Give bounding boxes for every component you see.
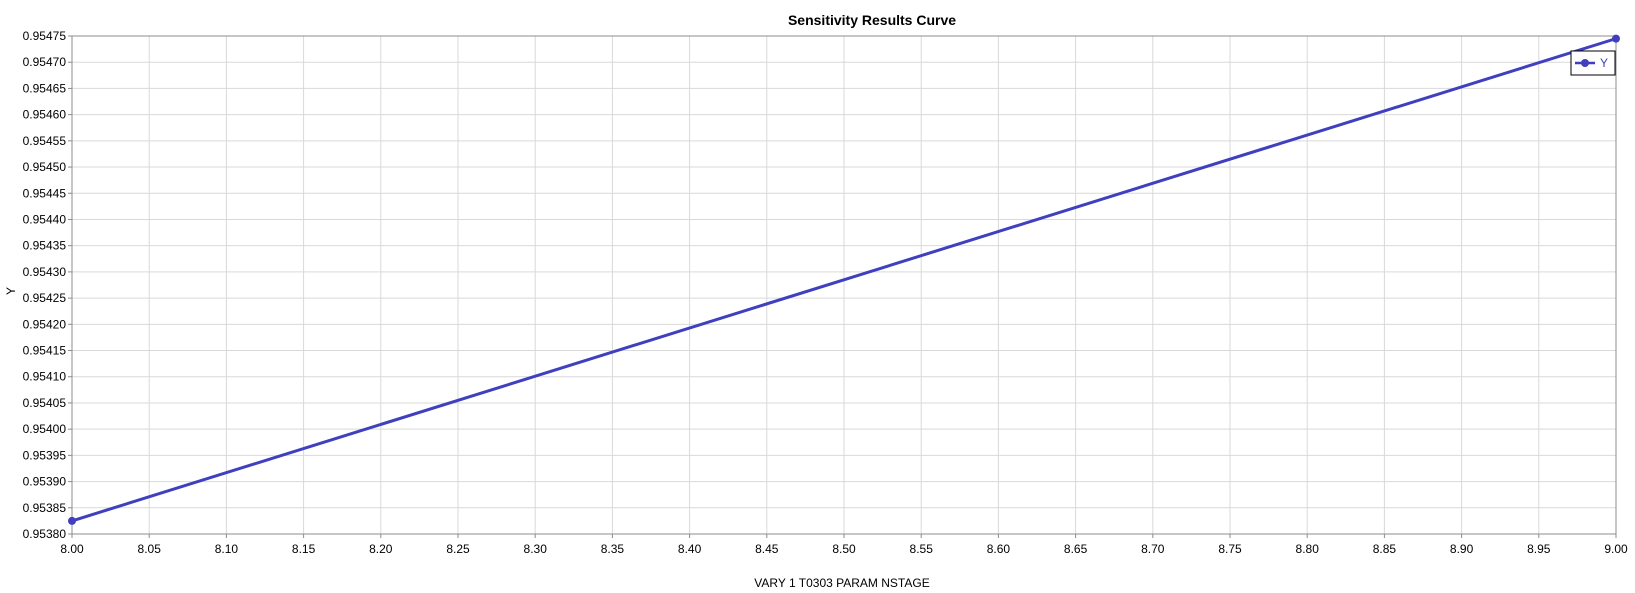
x-tick-label: 8.85 — [1373, 542, 1397, 556]
y-tick-label: 0.95405 — [23, 396, 67, 410]
y-tick-label: 0.95395 — [23, 448, 67, 462]
x-tick-label: 8.15 — [292, 542, 316, 556]
y-tick-label: 0.95470 — [23, 55, 67, 69]
y-tick-label: 0.95415 — [23, 344, 67, 358]
x-tick-label: 8.40 — [678, 542, 702, 556]
x-tick-label: 8.65 — [1064, 542, 1088, 556]
x-tick-label: 8.00 — [60, 542, 84, 556]
x-axis-title: VARY 1 T0303 PARAM NSTAGE — [754, 576, 929, 590]
y-tick-label: 0.95455 — [23, 134, 67, 148]
series-layer — [68, 34, 1620, 525]
grid — [71, 35, 1617, 535]
y-tick-label: 0.95420 — [23, 317, 67, 331]
x-tick-label: 8.35 — [601, 542, 625, 556]
x-tick-label: 8.70 — [1141, 542, 1165, 556]
y-tick-label: 0.95440 — [23, 212, 67, 226]
x-tick-label: 8.55 — [910, 542, 934, 556]
x-tick-label: 8.60 — [987, 542, 1011, 556]
x-tick-label: 8.05 — [138, 542, 162, 556]
legend-series-marker — [1581, 59, 1589, 67]
x-tick-label: 8.25 — [446, 542, 470, 556]
x-tick-label: 9.00 — [1604, 542, 1628, 556]
y-tick-label: 0.95435 — [23, 239, 67, 253]
y-tick-label: 0.95465 — [23, 81, 67, 95]
y-tick-label: 0.95445 — [23, 186, 67, 200]
y-axis-ticks: 0.95380 0.95385 0.95390 0.95395 0.95400 0.954… — [23, 29, 72, 541]
x-tick-label: 8.80 — [1296, 542, 1320, 556]
y-axis-title: Y — [4, 287, 18, 295]
data-point[interactable] — [68, 516, 76, 525]
chart-title: Sensitivity Results Curve — [788, 12, 956, 28]
x-tick-label: 8.75 — [1218, 542, 1242, 556]
y-tick-label: 0.95400 — [23, 422, 67, 436]
x-tick-label: 8.30 — [524, 542, 548, 556]
y-tick-label: 0.95410 — [23, 370, 67, 384]
x-axis-ticks: 8.00 8.05 8.10 8.15 8.20 8.25 8.30 8.35 8.40 8.45… — [60, 534, 1628, 556]
x-tick-label: 8.10 — [215, 542, 239, 556]
y-tick-label: 0.95380 — [23, 527, 67, 541]
x-tick-label: 8.45 — [755, 542, 779, 556]
x-tick-label: 8.20 — [369, 542, 393, 556]
data-point[interactable] — [1612, 34, 1620, 43]
legend-series-label: Y — [1600, 56, 1608, 70]
y-tick-label: 0.95390 — [23, 475, 67, 489]
y-tick-label: 0.95385 — [23, 501, 67, 515]
series-line — [71, 37, 1617, 523]
y-tick-label: 0.95450 — [23, 160, 67, 174]
y-tick-label: 0.95425 — [23, 291, 67, 305]
y-tick-label: 0.95475 — [23, 29, 67, 43]
y-tick-label: 0.95430 — [23, 265, 67, 279]
y-tick-label: 0.95460 — [23, 108, 67, 122]
x-tick-label: 8.95 — [1527, 542, 1551, 556]
x-tick-label: 8.90 — [1450, 542, 1474, 556]
legend: Y — [1570, 50, 1616, 76]
x-tick-label: 8.50 — [832, 542, 856, 556]
